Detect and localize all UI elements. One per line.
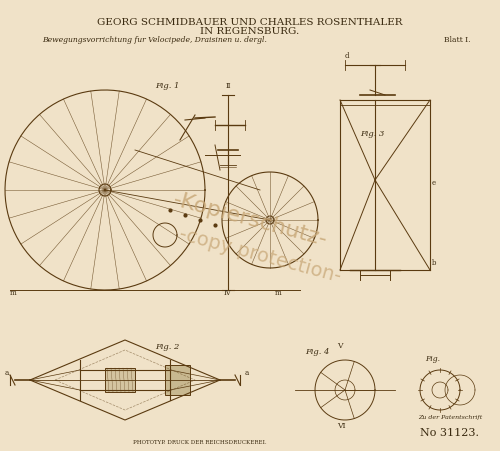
Text: b: b — [432, 259, 436, 267]
Text: -Kopierschutz-: -Kopierschutz- — [170, 190, 330, 250]
Text: -copy protection-: -copy protection- — [177, 224, 343, 286]
Text: d: d — [345, 52, 350, 60]
Text: m: m — [275, 289, 282, 297]
Text: Fig. 2: Fig. 2 — [155, 343, 180, 351]
Text: Fig. 3: Fig. 3 — [360, 130, 384, 138]
Text: PHOTOTYP. DRUCK DER REICHSDRUCKEREI.: PHOTOTYP. DRUCK DER REICHSDRUCKEREI. — [133, 440, 267, 445]
Text: II: II — [225, 82, 231, 90]
Text: Fig. 4: Fig. 4 — [305, 348, 330, 356]
Text: e: e — [432, 179, 436, 187]
Text: Fig.: Fig. — [425, 355, 440, 363]
Text: No 31123.: No 31123. — [420, 428, 480, 438]
Text: Blatt I.: Blatt I. — [444, 36, 470, 44]
Text: VI: VI — [337, 422, 345, 430]
Bar — [105, 368, 135, 392]
Text: a: a — [5, 369, 9, 377]
Bar — [165, 365, 190, 395]
Text: a: a — [245, 369, 249, 377]
Text: m: m — [10, 289, 17, 297]
Text: Zu der Patentschrift: Zu der Patentschrift — [418, 415, 482, 420]
Text: V: V — [337, 342, 342, 350]
Text: IN REGENSBURG.: IN REGENSBURG. — [200, 27, 300, 36]
Text: Bewegungsvorrichtung fur Velocipede, Draisinen u. dergl.: Bewegungsvorrichtung fur Velocipede, Dra… — [42, 36, 268, 44]
Text: Fig. 1: Fig. 1 — [155, 82, 180, 90]
Text: IV: IV — [224, 289, 232, 297]
Text: GEORG SCHMIDBAUER UND CHARLES ROSENTHALER: GEORG SCHMIDBAUER UND CHARLES ROSENTHALE… — [97, 18, 403, 27]
